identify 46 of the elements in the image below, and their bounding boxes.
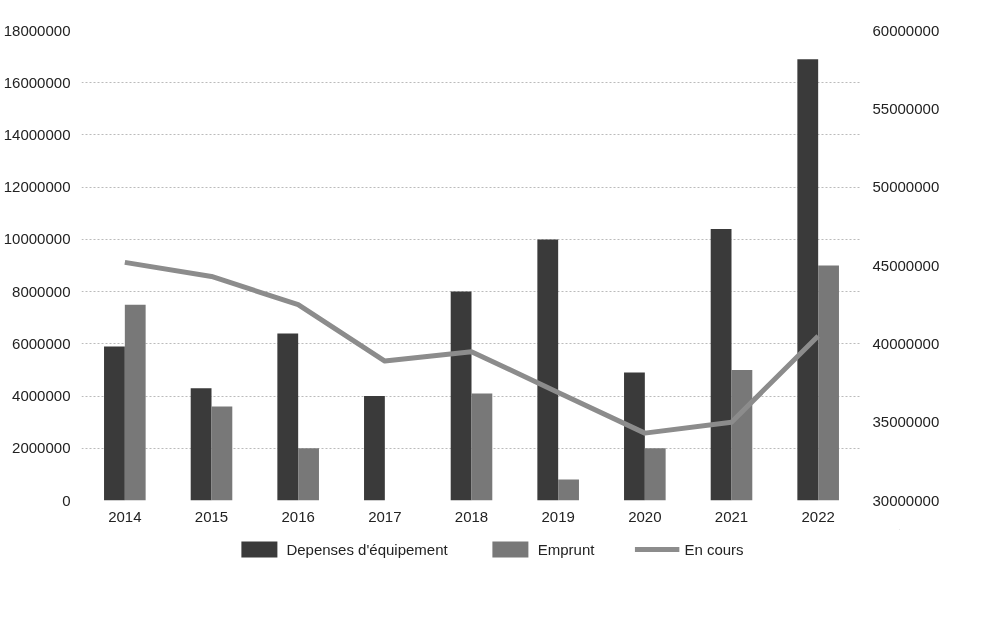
y-tick-label: 6000000 [12,334,71,352]
bar [211,406,233,501]
y2-tick-label: 55000000 [872,99,940,117]
bar [537,239,559,501]
x-tick-label: 2014 [108,507,142,525]
y-tick-label: 12000000 [3,178,71,196]
y2-tick-label: 30000000 [872,491,940,509]
bar [104,346,125,501]
x-tick-label: 2018 [454,507,489,525]
x-tick-label: 2015 [194,507,229,525]
y2-tick-label: 50000000 [872,178,940,196]
y-tick-label: 4000000 [12,387,71,405]
bar [818,265,839,501]
bar [124,304,146,501]
x-tick-label: 2022 [801,507,835,525]
bar [644,448,666,501]
bar [450,291,472,501]
y2-tick-label: 60000000 [872,21,940,39]
x-tick-label: 2017 [368,507,402,525]
y2-tick-label: 45000000 [872,256,940,274]
bar [731,369,753,501]
bar [797,59,819,501]
legend-label: Emprunt [537,540,595,558]
bar [624,372,645,501]
x-tick-label: 2016 [281,507,315,525]
y-tick-label: 18000000 [3,21,71,39]
x-tick-label: 2020 [628,507,662,525]
y-tick-label: 16000000 [3,73,71,91]
bar [710,228,732,501]
x-tick-label: 2021 [714,507,749,525]
bar [190,388,212,501]
legend-label: Depenses d'équipement [286,540,448,558]
y-tick-label: 14000000 [3,125,71,143]
bar [558,479,579,501]
bar [471,393,493,501]
bar [364,396,385,501]
y-tick-label: 10000000 [3,230,71,248]
bar [298,448,319,501]
y-tick-label: 8000000 [12,282,71,300]
y2-tick-label: 40000000 [872,334,940,352]
y2-tick-label: 35000000 [872,413,940,431]
legend-label: En cours [684,540,744,558]
y-tick-label: 0 [62,491,71,509]
bar [277,333,299,501]
y-tick-label: 2000000 [12,439,71,457]
x-tick-label: 2019 [541,507,575,525]
